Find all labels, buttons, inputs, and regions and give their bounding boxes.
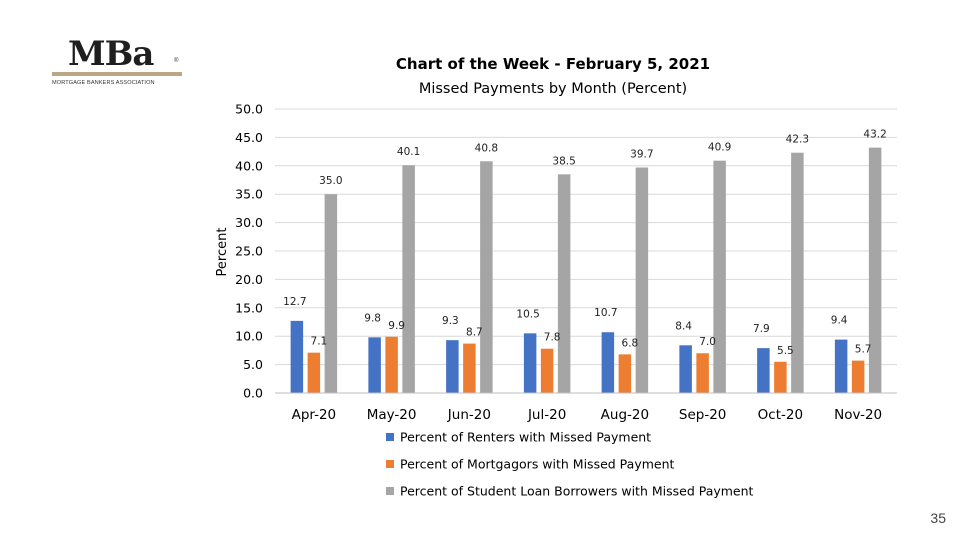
- x-category-label: Apr-20: [292, 407, 337, 423]
- logo-underline-bar: [52, 72, 182, 76]
- x-category-label: Oct-20: [758, 407, 803, 423]
- y-tick-label: 40.0: [235, 158, 263, 173]
- y-tick-label: 15.0: [235, 300, 263, 315]
- data-label-series-1: 9.8: [364, 312, 381, 324]
- y-tick-label: 25.0: [235, 244, 263, 259]
- legend-label-series-2: Percent of Mortgagors with Missed Paymen…: [400, 457, 675, 472]
- mba-logo: MBa ® MORTGAGE BANKERS ASSOCIATION: [52, 34, 184, 90]
- bar-series-1: [446, 340, 459, 393]
- bar-series-2: [307, 352, 321, 393]
- chart-title: Chart of the Week - February 5, 2021: [396, 55, 710, 73]
- data-label-series-1: 9.3: [442, 315, 459, 327]
- bar-series-1: [290, 320, 304, 393]
- y-tick-label: 0.0: [243, 386, 263, 401]
- data-label-series-3: 35.0: [319, 175, 342, 187]
- data-label-series-2: 5.7: [855, 344, 872, 356]
- legend-label-series-1: Percent of Renters with Missed Payment: [400, 430, 651, 445]
- data-label-series-1: 10.5: [516, 308, 539, 320]
- data-labels: 12.7 7.1 35.0 9.8 9.9 40.1 9.3 8.7 40.8 10.5 7.8 38…: [283, 129, 887, 357]
- bar-series-2: [851, 360, 865, 393]
- data-label-series-3: 40.8: [475, 142, 498, 154]
- legend: Percent of Renters with Missed Payment Pe…: [386, 430, 754, 499]
- y-axis-label: Percent: [215, 228, 230, 277]
- data-label-series-2: 9.9: [388, 320, 405, 332]
- x-category-label: Jun-20: [447, 407, 491, 423]
- y-tick-label: 50.0: [235, 102, 263, 117]
- bars: [290, 147, 882, 393]
- bar-series-3: [635, 167, 649, 393]
- data-label-series-3: 42.3: [786, 134, 809, 146]
- bar-series-3: [713, 160, 726, 393]
- data-label-series-3: 43.2: [863, 129, 886, 141]
- gridlines: [275, 108, 897, 366]
- data-label-series-2: 8.7: [466, 327, 483, 339]
- bar-series-1: [601, 332, 615, 393]
- x-category-label: Aug-20: [601, 407, 649, 423]
- y-tick-label: 20.0: [235, 272, 263, 287]
- data-label-series-3: 39.7: [630, 149, 653, 161]
- data-label-series-1: 12.7: [283, 296, 306, 308]
- legend-label-series-3: Percent of Student Loan Borrowers with M…: [400, 484, 754, 499]
- bar-series-3: [557, 174, 571, 393]
- data-label-series-1: 7.9: [753, 323, 770, 335]
- data-label-series-2: 5.5: [777, 345, 794, 357]
- data-label-series-3: 40.9: [708, 142, 731, 154]
- y-tick-label: 5.0: [243, 357, 263, 372]
- data-label-series-3: 38.5: [552, 155, 575, 167]
- data-label-series-1: 9.4: [831, 315, 848, 327]
- bar-series-1: [757, 348, 770, 393]
- legend-swatch-series-3: [386, 487, 394, 495]
- page-number: 35: [930, 510, 946, 526]
- bar-series-1: [523, 333, 537, 393]
- legend-swatch-series-1: [386, 433, 394, 441]
- data-label-series-2: 7.1: [311, 336, 328, 348]
- y-tick-label: 35.0: [235, 187, 263, 202]
- x-category-label: Sep-20: [679, 407, 727, 423]
- x-category-label: Nov-20: [834, 407, 882, 423]
- data-label-series-2: 7.0: [699, 336, 716, 348]
- bar-series-1: [834, 339, 848, 393]
- bar-series-3: [791, 152, 804, 393]
- bar-series-3: [324, 194, 338, 393]
- y-axis-ticks: 0.0 5.0 10.0 15.0 20.0 25.0 30.0 35.0 40.0 45.0 50…: [235, 102, 263, 401]
- bar-series-3: [868, 147, 882, 393]
- logo-registered-mark: ®: [174, 58, 179, 64]
- bar-series-2: [385, 336, 398, 393]
- bar-series-1: [679, 345, 692, 393]
- bar-series-2: [463, 343, 476, 393]
- bar-series-2: [540, 348, 554, 393]
- bar-series-1: [368, 337, 381, 393]
- x-category-label: May-20: [367, 407, 417, 423]
- x-category-label: Jul-20: [527, 407, 566, 423]
- bar-series-2: [618, 354, 632, 393]
- data-label-series-1: 8.4: [675, 320, 692, 332]
- y-tick-label: 10.0: [235, 329, 263, 344]
- chart-subtitle: Missed Payments by Month (Percent): [419, 81, 687, 97]
- bar-series-3: [402, 165, 415, 393]
- data-label-series-3: 40.1: [397, 146, 420, 158]
- x-axis-categories: Apr-20 May-20 Jun-20 Jul-20 Aug-20 Sep-20 Oct-…: [292, 407, 883, 423]
- logo-wordmark: MBa: [68, 34, 154, 74]
- legend-swatch-series-2: [386, 460, 394, 468]
- data-label-series-1: 10.7: [594, 307, 617, 319]
- bar-series-2: [774, 361, 787, 393]
- y-tick-label: 45.0: [235, 130, 263, 145]
- logo-subtitle: MORTGAGE BANKERS ASSOCIATION: [52, 80, 155, 86]
- data-label-series-2: 7.8: [544, 332, 561, 344]
- data-label-series-2: 6.8: [622, 337, 639, 349]
- bar-series-2: [696, 353, 709, 393]
- bar-series-3: [480, 161, 493, 393]
- y-tick-label: 30.0: [235, 215, 263, 230]
